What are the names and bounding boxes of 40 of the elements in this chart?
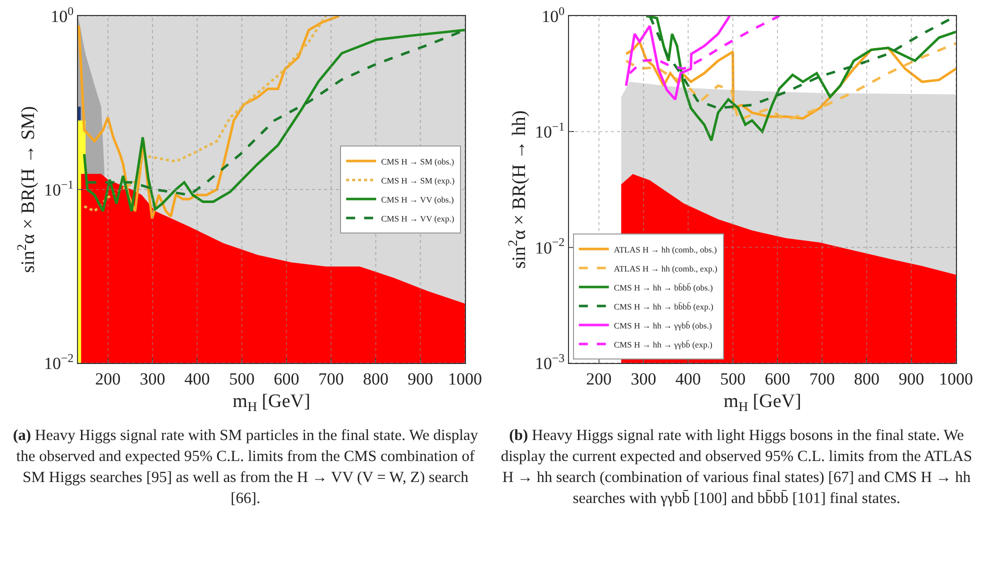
y-tick-label: 10$^{−1}$	[534, 119, 565, 142]
x-tick-label: 1000	[448, 369, 482, 388]
x-tick-label: 300	[630, 369, 656, 388]
x-axis-title: m$_{H}$ [GeV]	[724, 391, 802, 414]
x-tick-label: 900	[898, 369, 924, 388]
legend-label: CMS H → hh → bb̄bb̄ (exp.)	[614, 301, 714, 312]
x-tick-label: 700	[318, 369, 344, 388]
y-tick-label: 10$^{−3}$	[534, 350, 565, 373]
y-tick-label: 10$^{0}$	[50, 4, 74, 26]
x-tick-label: 600	[274, 369, 300, 388]
x-tick-label: 400	[184, 369, 210, 388]
line-series	[644, 16, 956, 142]
y-tick-label: 10$^{−2}$	[534, 235, 565, 258]
legend-label: CMS H → hh → γγbb̄ (obs.)	[614, 320, 712, 330]
text: (b) Heavy Higgs signal rate with light Higgs bosons in the final state. We display the current expected and observed 95% C.L. limits from the ATLAS H → hh search (combination of various final states) [67] and CMS H → hh searches with γγbb̄ [100] and bb̄bb̄ [101] final states.	[500, 427, 972, 507]
y-tick-label: 10$^{−1}$	[44, 177, 74, 200]
legend-label: CMS H → VV (obs.)	[381, 194, 454, 204]
x-tick-label: 800	[854, 369, 880, 388]
legend-label: ATLAS H → hh (comb., exp.)	[614, 263, 718, 274]
y-tick-label: 10$^{−2}$	[44, 350, 74, 373]
legend-label: CMS H → VV (exp.)	[381, 213, 454, 224]
legend-label: CMS H → SM (exp.)	[381, 175, 455, 186]
legend-label: CMS H → SM (obs.)	[381, 156, 454, 166]
x-tick-label: 600	[764, 369, 790, 388]
legend-label: CMS H → hh → γγbb̄ (exp.)	[614, 339, 712, 350]
x-tick-label: 300	[140, 369, 166, 388]
x-tick-label: 900	[408, 369, 434, 388]
x-tick-label: 200	[95, 369, 121, 388]
x-tick-label: 200	[586, 369, 612, 388]
x-tick-label: 500	[720, 369, 746, 388]
y-tick-label: 10$^{0}$	[542, 4, 565, 26]
legend-label: ATLAS H → hh (comb., obs.)	[614, 244, 717, 254]
text: (a) Heavy Higgs signal rate with SM particles in the final state. We display the observed and expected 95% C.L. limits from the CMS combination of SM Higgs searches [95] as well as from the H → VV (V = W, Z) search [66].	[12, 427, 478, 507]
x-tick-label: 800	[362, 369, 388, 388]
x-tick-label: 500	[229, 369, 255, 388]
x-tick-label: 1000	[939, 369, 973, 388]
legend-label: CMS H → hh → bb̄bb̄ (obs.)	[614, 282, 713, 292]
x-tick-label: 700	[809, 369, 835, 388]
x-axis-title: m$_{H}$ [GeV]	[232, 391, 310, 414]
x-tick-label: 400	[675, 369, 701, 388]
